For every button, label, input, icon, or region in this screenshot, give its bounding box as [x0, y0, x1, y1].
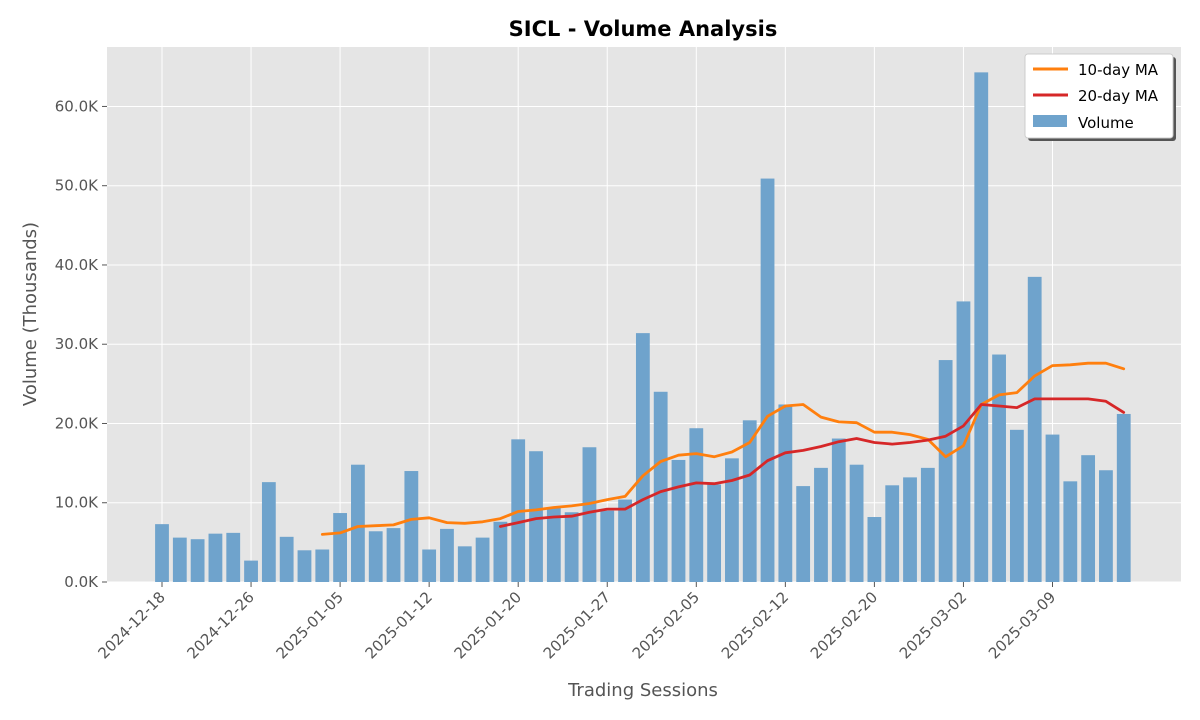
volume-bar	[1116, 413, 1131, 582]
x-tick-label: 2025-02-20	[807, 588, 881, 662]
x-tick-label: 2025-01-12	[362, 588, 436, 662]
volume-bar	[1063, 481, 1078, 582]
volume-bar	[618, 499, 632, 582]
legend-label-ma20: 20-day MA	[1078, 87, 1159, 105]
volume-bar	[831, 438, 846, 582]
volume-bar	[742, 420, 757, 582]
volume-bar	[778, 404, 793, 582]
y-tick-label: 60.0K	[55, 97, 99, 115]
x-tick-label: 2025-03-09	[985, 588, 1059, 662]
volume-bar	[529, 451, 543, 582]
volume-bar	[226, 532, 241, 582]
volume-bar	[796, 486, 811, 582]
volume-bar	[707, 484, 722, 582]
y-tick-label: 40.0K	[55, 256, 99, 274]
legend: 10-day MA 20-day MA Volume	[1024, 53, 1176, 141]
volume-bar	[564, 512, 579, 582]
volume-bar	[653, 391, 668, 582]
x-tick-label: 2025-02-12	[718, 588, 792, 662]
x-tick-label: 2025-03-02	[896, 588, 970, 662]
legend-label-ma10: 10-day MA	[1078, 61, 1159, 79]
volume-bar	[920, 467, 935, 582]
x-tick-label: 2024-12-26	[183, 588, 257, 662]
volume-bar	[546, 507, 561, 582]
volume-bar	[440, 528, 454, 582]
volume-bar	[1045, 434, 1060, 582]
volume-bar	[885, 485, 900, 582]
volume-bar	[333, 513, 347, 582]
volume-bar	[475, 537, 490, 582]
x-tick-label: 2025-02-05	[629, 588, 703, 662]
volume-bar	[671, 459, 686, 582]
volume-bar	[1081, 455, 1096, 582]
y-tick-label: 30.0K	[55, 335, 99, 353]
volume-bar	[279, 536, 294, 582]
volume-bars	[155, 72, 1131, 582]
volume-bar	[493, 521, 508, 582]
volume-bar	[351, 464, 365, 582]
volume-bar	[422, 549, 437, 582]
legend-swatch-volume	[1033, 115, 1067, 127]
volume-bar	[386, 528, 401, 582]
volume-bar	[725, 458, 739, 582]
volume-bar	[814, 467, 828, 582]
x-axis: 2024-12-18 2024-12-26 2025-01-05 2025-01-12…	[94, 582, 1059, 662]
y-axis-label: Volume (Thousands)	[20, 222, 41, 406]
ma20-line	[498, 397, 1126, 528]
volume-bar	[457, 546, 472, 582]
volume-bar	[368, 531, 383, 582]
volume-bar	[635, 333, 650, 582]
volume-bar	[600, 510, 615, 582]
y-tick-label: 10.0K	[55, 494, 99, 512]
volume-bar	[992, 354, 1006, 582]
volume-bar	[1027, 276, 1042, 582]
volume-bar	[903, 477, 917, 582]
volume-bar	[689, 428, 704, 582]
volume-bar	[760, 178, 775, 582]
volume-bar	[1009, 429, 1024, 582]
ma10-line	[320, 361, 1126, 536]
volume-bar	[404, 471, 419, 582]
volume-bar	[956, 301, 971, 582]
volume-bar	[849, 464, 864, 582]
volume-bar	[938, 360, 953, 582]
volume-bar	[315, 549, 330, 582]
x-tick-label: 2025-01-27	[540, 588, 614, 662]
volume-bar	[974, 72, 989, 582]
chart-title: SICL - Volume Analysis	[509, 17, 778, 41]
volume-bar	[190, 539, 205, 582]
volume-bar	[172, 537, 187, 582]
y-axis: 0.0K 10.0K 20.0K 30.0K 40.0K 50.0K 60.0K	[55, 97, 107, 591]
y-tick-label: 20.0K	[55, 414, 99, 432]
volume-bar	[1099, 470, 1113, 582]
volume-bar	[867, 517, 882, 582]
volume-bar	[582, 447, 597, 582]
x-tick-label: 2025-01-05	[273, 588, 347, 662]
volume-bar	[208, 533, 223, 582]
volume-bar	[261, 482, 276, 582]
volume-bar	[297, 550, 312, 582]
y-tick-label: 0.0K	[64, 573, 99, 591]
x-axis-label: Trading Sessions	[567, 680, 718, 701]
volume-bar	[155, 524, 169, 582]
moving-average-lines	[320, 361, 1126, 536]
y-tick-label: 50.0K	[55, 177, 99, 195]
x-tick-label: 2024-12-18	[94, 588, 168, 662]
volume-bar	[244, 560, 258, 582]
x-tick-label: 2025-01-20	[451, 588, 525, 662]
legend-label-volume: Volume	[1078, 114, 1134, 132]
